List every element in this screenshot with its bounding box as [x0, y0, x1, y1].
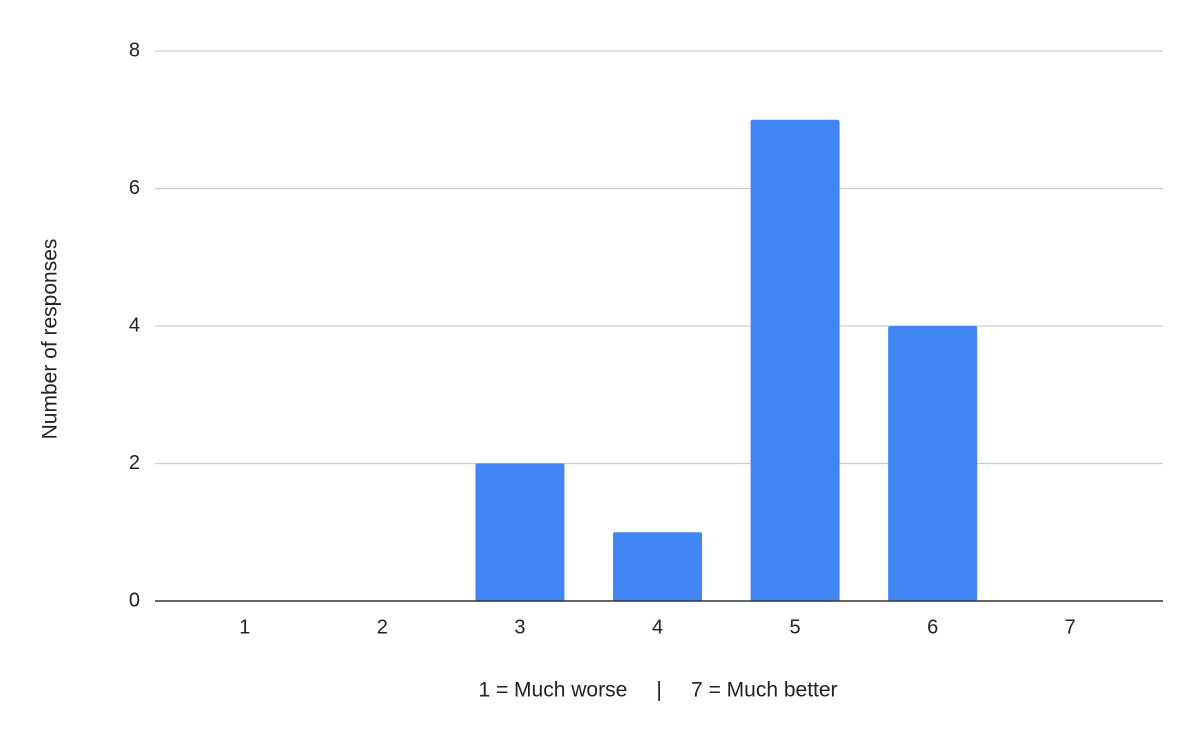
x-tick-label: 5: [790, 616, 801, 638]
y-tick-label: 0: [129, 589, 140, 611]
x-tick-label: 1: [239, 616, 250, 638]
x-tick-label: 7: [1065, 616, 1076, 638]
x-tick-label: 3: [514, 616, 525, 638]
x-tick-label: 6: [927, 616, 938, 638]
bar: [888, 326, 978, 601]
bar: [475, 463, 565, 601]
bar: [750, 119, 840, 601]
y-tick-label: 4: [129, 314, 140, 336]
x-tick-label: 2: [377, 616, 388, 638]
bar: [613, 532, 702, 601]
y-axis-label: Number of responses: [39, 239, 62, 440]
x-tick-label: 4: [652, 616, 663, 638]
x-axis-label: 1 = Much worse | 7 = Much better: [478, 679, 837, 702]
y-tick-label: 6: [129, 177, 140, 199]
y-tick-label: 8: [129, 39, 140, 61]
y-tick-label: 2: [129, 452, 140, 474]
